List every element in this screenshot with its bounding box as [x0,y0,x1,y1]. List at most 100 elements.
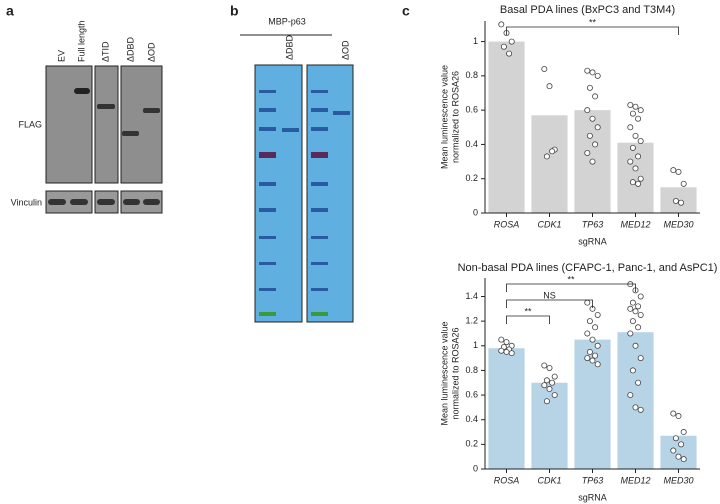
data-point [584,107,591,114]
data-point [589,158,596,165]
data-point [549,148,556,155]
significance-label: ** [589,17,597,27]
data-point [586,132,593,139]
data-point [632,404,639,411]
data-point [632,342,639,349]
lane-label: ΔOD [146,42,156,62]
data-point [632,103,639,110]
data-point [589,357,596,364]
data-point [635,180,642,187]
y-tick-label: 0 [473,463,478,473]
bar [531,382,568,469]
data-point [592,93,599,100]
data-point [584,149,591,156]
data-point [541,66,548,73]
y-tick-label: 0.8 [465,365,478,375]
data-point [672,435,679,442]
significance-bracket [506,315,550,324]
data-point [635,115,642,122]
data-point [543,377,550,384]
data-point [498,336,505,343]
data-point [586,84,593,91]
lane-label: ΔOD [340,40,350,60]
data-point [592,324,599,331]
data-point [508,38,515,45]
bar [488,41,525,214]
data-point [594,72,601,79]
x-tick-label: MED12 [620,219,650,229]
chart-title: Basal PDA lines (BxPC3 and T3M4) [500,4,675,16]
y-tick-label: 0.6 [465,389,478,399]
bar [531,115,568,213]
significance-bracket [506,26,679,35]
x-axis-label: sgRNA [578,492,607,502]
significance-label: ** [567,274,575,284]
bar [660,435,697,469]
data-point [586,318,593,325]
data-point [592,141,599,148]
y-tick-label: 0.2 [465,439,478,449]
data-point [584,355,591,362]
data-point [629,299,636,306]
data-point [594,124,601,131]
y-tick-label: 1 [473,36,478,46]
x-tick-label: TP63 [582,475,604,485]
data-point [541,362,548,369]
data-point [635,324,642,331]
gel [254,64,354,323]
data-point [541,382,548,389]
data-point [637,107,644,114]
data-point [546,83,553,90]
data-point [586,348,593,355]
bar [488,348,525,469]
x-tick-label: CDK1 [537,219,561,229]
x-tick-label: TP63 [582,219,604,229]
x-tick-label: MED30 [663,475,693,485]
data-point [629,318,636,325]
data-point [503,339,510,346]
data-point [498,347,505,354]
y-axis-label: normalized to ROSA26 [450,71,460,163]
panel-label: b [230,3,239,19]
data-point [675,168,682,175]
y-axis-label: Mean luminescence value [439,321,449,425]
data-point [637,137,644,144]
y-tick-label: 0.8 [465,70,478,80]
row-label: FLAG [18,119,42,129]
data-point [632,132,639,139]
lane-label: ΔDBD [284,34,294,60]
data-point [551,392,558,399]
data-point [637,311,644,318]
y-tick-label: 0.4 [465,414,478,424]
y-tick-label: 1.2 [465,316,478,326]
y-axis-label: Mean luminescence value [439,65,449,169]
data-point [584,299,591,306]
x-tick-label: ROSA [494,219,520,229]
data-point [637,406,644,413]
data-point [546,385,553,392]
data-point [637,355,644,362]
y-tick-label: 1.4 [465,291,478,301]
x-tick-label: ROSA [494,475,520,485]
lane-label: ΔTID [100,41,110,62]
data-point [635,303,642,310]
data-point [498,21,505,28]
data-point [627,305,634,312]
y-tick-label: 0 [473,207,478,217]
data-point [678,441,685,448]
charts: Basal PDA lines (BxPC3 and T3M4) 0 0.2 0.4 0… [439,4,717,502]
lane-label: EV [56,50,66,62]
data-point [627,124,634,131]
significance-bracket [506,299,593,308]
data-point [672,197,679,204]
data-point [670,447,677,454]
data-point [627,102,634,109]
data-point [594,342,601,349]
data-point [503,348,510,355]
x-axis-label: sgRNA [578,236,607,246]
data-point [637,175,644,182]
data-point [670,167,677,174]
data-point [629,179,636,186]
y-tick-label: 1 [473,340,478,350]
data-point [589,69,596,76]
